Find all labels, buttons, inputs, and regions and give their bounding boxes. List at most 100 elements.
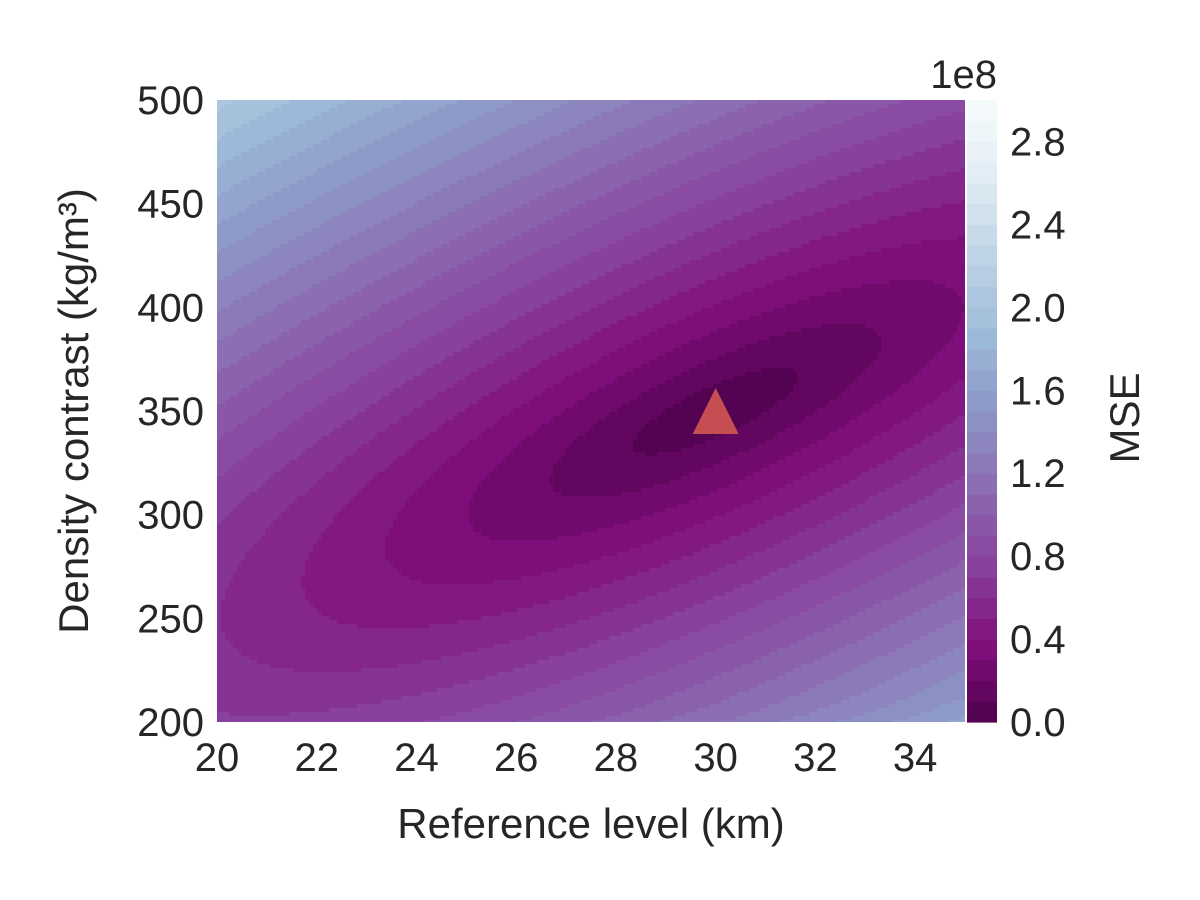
contour-cell (689, 108, 694, 113)
contour-cell (777, 144, 782, 149)
contour-cell (281, 124, 286, 129)
contour-cell (413, 156, 418, 161)
contour-cell (861, 176, 866, 181)
contour-cell (957, 140, 962, 145)
contour-cell (593, 128, 598, 133)
contour-cell (825, 100, 830, 105)
contour-cell (313, 148, 318, 153)
contour-cell (937, 188, 942, 193)
contour-cell (369, 132, 374, 137)
contour-cell (577, 132, 582, 137)
contour-cell (473, 104, 478, 109)
contour-cell (793, 144, 798, 149)
contour-cell (609, 184, 614, 189)
contour-cell (249, 172, 254, 177)
contour-cell (829, 120, 834, 125)
contour-cell (609, 108, 614, 113)
contour-cell (521, 168, 526, 173)
contour-cell (825, 184, 830, 189)
contour-cell (533, 132, 538, 137)
contour-cell (321, 168, 326, 173)
contour-cell (693, 100, 698, 105)
contour-cell (693, 192, 698, 197)
contour-cell (889, 108, 894, 113)
contour-cell (761, 156, 766, 161)
contour-cell (349, 116, 354, 121)
contour-cell (873, 124, 878, 129)
contour-cell (405, 128, 410, 133)
contour-cell (269, 160, 274, 165)
contour-cell (457, 168, 462, 173)
contour-cell (445, 124, 450, 129)
contour-cell (717, 176, 722, 181)
contour-cell (509, 156, 514, 161)
contour-cell (865, 100, 870, 105)
contour-cell (689, 172, 694, 177)
contour-cell (533, 136, 538, 141)
contour-cell (801, 148, 806, 153)
contour-cell (953, 184, 958, 189)
contour-cell (849, 112, 854, 117)
contour-cell (277, 172, 282, 177)
contour-cell (865, 104, 870, 109)
contour-cell (369, 172, 374, 177)
contour-cell (573, 152, 578, 157)
contour-cell (437, 176, 442, 181)
contour-cell (733, 108, 738, 113)
contour-cell (233, 168, 238, 173)
contour-cell (237, 132, 242, 137)
contour-cell (941, 172, 946, 177)
contour-cell (817, 144, 822, 149)
contour-cell (933, 148, 938, 153)
contour-cell (821, 196, 826, 201)
contour-cell (465, 180, 470, 185)
contour-cell (789, 196, 794, 201)
contour-cell (389, 176, 394, 181)
contour-cell (849, 188, 854, 193)
contour-cell (293, 160, 298, 165)
contour-cell (653, 196, 658, 201)
contour-cell (933, 160, 938, 165)
contour-cell (457, 136, 462, 141)
contour-cell (801, 164, 806, 169)
contour-cell (453, 172, 458, 177)
contour-cell (889, 188, 894, 193)
contour-cell (313, 120, 318, 125)
contour-cell (473, 124, 478, 129)
contour-cell (957, 136, 962, 141)
contour-cell (601, 156, 606, 161)
contour-cell (397, 184, 402, 189)
contour-cell (225, 128, 230, 133)
contour-cell (545, 116, 550, 121)
contour-cell (741, 120, 746, 125)
contour-cell (277, 100, 282, 105)
contour-cell (241, 188, 246, 193)
contour-cell (413, 192, 418, 197)
contour-cell (957, 124, 962, 129)
contour-cell (821, 168, 826, 173)
contour-cell (489, 104, 494, 109)
contour-cell (481, 108, 486, 113)
contour-cell (369, 100, 374, 105)
contour-cell (801, 132, 806, 137)
contour-cell (961, 196, 966, 201)
contour-cell (617, 136, 622, 141)
contour-cell (753, 192, 758, 197)
contour-cell (529, 192, 534, 197)
contour-cell (885, 200, 890, 205)
contour-cell (285, 128, 290, 133)
contour-cell (929, 192, 934, 197)
contour-cell (461, 128, 466, 133)
contour-cell (401, 184, 406, 189)
contour-cell (353, 116, 358, 121)
contour-cell (713, 132, 718, 137)
contour-cell (781, 132, 786, 137)
contour-cell (233, 192, 238, 197)
contour-cell (477, 140, 482, 145)
contour-cell (937, 136, 942, 141)
contour-cell (905, 192, 910, 197)
contour-cell (349, 196, 354, 201)
contour-cell (585, 100, 590, 105)
contour-cell (297, 144, 302, 149)
contour-cell (937, 152, 942, 157)
